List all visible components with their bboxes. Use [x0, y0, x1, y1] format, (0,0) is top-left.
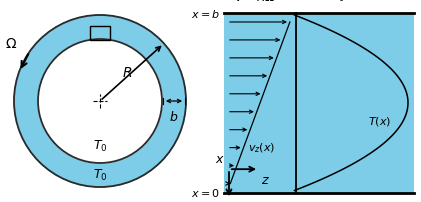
Text: $z$: $z$	[261, 173, 270, 186]
Text: $v_z(x)$: $v_z(x)$	[248, 141, 276, 155]
Circle shape	[14, 16, 186, 187]
Text: $x$: $x$	[215, 153, 225, 165]
Text: $x=b$: $x=b$	[191, 8, 220, 20]
Circle shape	[38, 40, 162, 163]
Bar	[224, 14, 414, 193]
Text: $T_0$: $T_0$	[93, 167, 107, 182]
Text: $\Omega$: $\Omega$	[5, 37, 18, 50]
Text: $V = R\Omega$: $V = R\Omega$	[234, 0, 275, 4]
Text: $T(x)$: $T(x)$	[368, 115, 392, 128]
Text: $R$: $R$	[122, 66, 132, 80]
Text: $x=0$: $x=0$	[191, 187, 220, 199]
Text: $T_0$: $T_0$	[331, 0, 345, 4]
Bar	[90, 27, 110, 41]
Text: $b$: $b$	[169, 109, 179, 123]
Text: $T_0$: $T_0$	[93, 139, 107, 154]
